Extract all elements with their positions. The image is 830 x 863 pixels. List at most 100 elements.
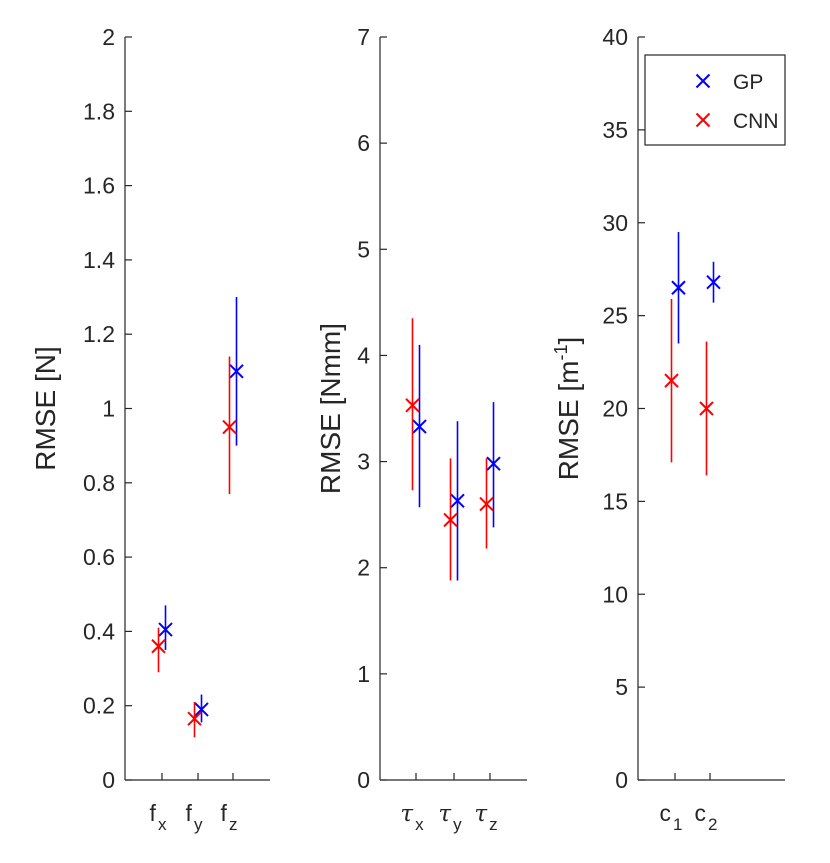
marker-gp <box>412 419 427 434</box>
y-tick-label: 0.8 <box>83 470 115 496</box>
marker-stroke <box>695 73 711 89</box>
y-tick-label: 1.2 <box>83 321 115 347</box>
y-tick-label: 1.6 <box>83 173 115 199</box>
x-tick-label-sub: z <box>229 815 238 834</box>
x-tick-label-sub: y <box>453 815 462 834</box>
marker-stroke <box>695 112 711 128</box>
y-tick-label: 1 <box>102 396 115 422</box>
legend-box <box>644 54 786 146</box>
marker-stroke <box>671 280 686 295</box>
marker-stroke <box>412 419 427 434</box>
x-tick-label-sub: x <box>158 815 167 834</box>
y-tick-label: 2 <box>357 555 370 581</box>
y-tick-label: 2 <box>102 24 115 50</box>
marker-stroke <box>706 274 721 290</box>
marker-cnn <box>699 401 714 416</box>
marker-cnn <box>405 398 420 413</box>
x-tick-label-main: τ <box>474 801 488 827</box>
marker-cnn <box>443 512 458 528</box>
legend-marker-gp <box>695 73 711 89</box>
y-tick-label: 10 <box>602 581 628 607</box>
y-axis-label: RMSE [m-1] <box>551 337 584 481</box>
marker-stroke <box>222 419 237 435</box>
y-tick-label: 1 <box>357 661 370 687</box>
marker-stroke <box>450 493 465 509</box>
x-tick-label-main: τ <box>438 801 452 827</box>
x-tick-label-sub: 1 <box>673 815 682 834</box>
y-tick-label: 5 <box>357 236 370 262</box>
x-tick-label-main: c <box>660 800 672 826</box>
y-tick-label: 4 <box>357 342 370 368</box>
marker-stroke <box>486 456 501 471</box>
y-tick-label: 1.8 <box>83 98 115 124</box>
y-tick-label: 40 <box>602 24 628 50</box>
marker-gp <box>671 280 686 295</box>
y-tick-label: 1.4 <box>83 247 115 273</box>
legend-marker-cnn <box>695 112 711 128</box>
x-tick-label-main: c <box>695 800 707 826</box>
x-tick-label-main: f <box>186 800 193 826</box>
marker-stroke <box>187 711 202 726</box>
y-tick-label: 25 <box>602 303 628 329</box>
y-tick-label: 7 <box>357 24 370 50</box>
x-tick-label-main: τ <box>400 801 414 827</box>
y-tick-label: 0 <box>615 767 628 793</box>
x-tick-label-sub: y <box>194 815 203 834</box>
marker-stroke <box>229 364 244 379</box>
marker-cnn <box>479 496 494 512</box>
legend: GP CNN <box>644 54 786 146</box>
y-tick-label: 15 <box>602 488 628 514</box>
marker-gp <box>486 456 501 471</box>
y-tick-label: 0.4 <box>83 618 115 644</box>
marker-gp <box>706 274 721 290</box>
y-tick-label: 3 <box>357 449 370 475</box>
y-tick-label: 35 <box>602 117 628 143</box>
y-tick-label: 0.6 <box>83 544 115 570</box>
marker-stroke <box>194 702 209 717</box>
y-tick-label: 0.2 <box>83 693 115 719</box>
marker-stroke <box>664 373 679 388</box>
x-tick-label-sub: z <box>489 815 498 834</box>
marker-stroke <box>151 639 166 654</box>
y-tick-label: 0 <box>102 767 115 793</box>
legend-label-gp: GP <box>733 71 763 94</box>
marker-stroke <box>479 496 494 512</box>
marker-cnn <box>151 639 166 654</box>
x-tick-label-main: f <box>150 800 157 826</box>
legend-label-cnn: CNN <box>733 110 779 133</box>
y-axis-label: RMSE [Nmm] <box>315 323 346 494</box>
marker-gp <box>229 364 244 379</box>
marker-cnn <box>664 373 679 388</box>
y-tick-label: 6 <box>357 130 370 156</box>
marker-stroke <box>158 622 173 637</box>
marker-gp <box>158 622 173 637</box>
marker-stroke <box>699 401 714 416</box>
x-tick-label-main: f <box>221 800 228 826</box>
y-tick-label: 0 <box>357 767 370 793</box>
marker-gp <box>194 702 209 717</box>
marker-stroke <box>443 512 458 528</box>
y-axis-label: RMSE [N] <box>30 346 61 470</box>
marker-stroke <box>405 398 420 413</box>
y-tick-label: 20 <box>602 396 628 422</box>
y-tick-label: 5 <box>615 674 628 700</box>
y-tick-label: 30 <box>602 210 628 236</box>
x-tick-label-sub: x <box>415 815 424 834</box>
x-tick-label-sub: 2 <box>708 815 717 834</box>
marker-gp <box>450 493 465 509</box>
marker-cnn <box>222 419 237 435</box>
marker-cnn <box>187 711 202 726</box>
